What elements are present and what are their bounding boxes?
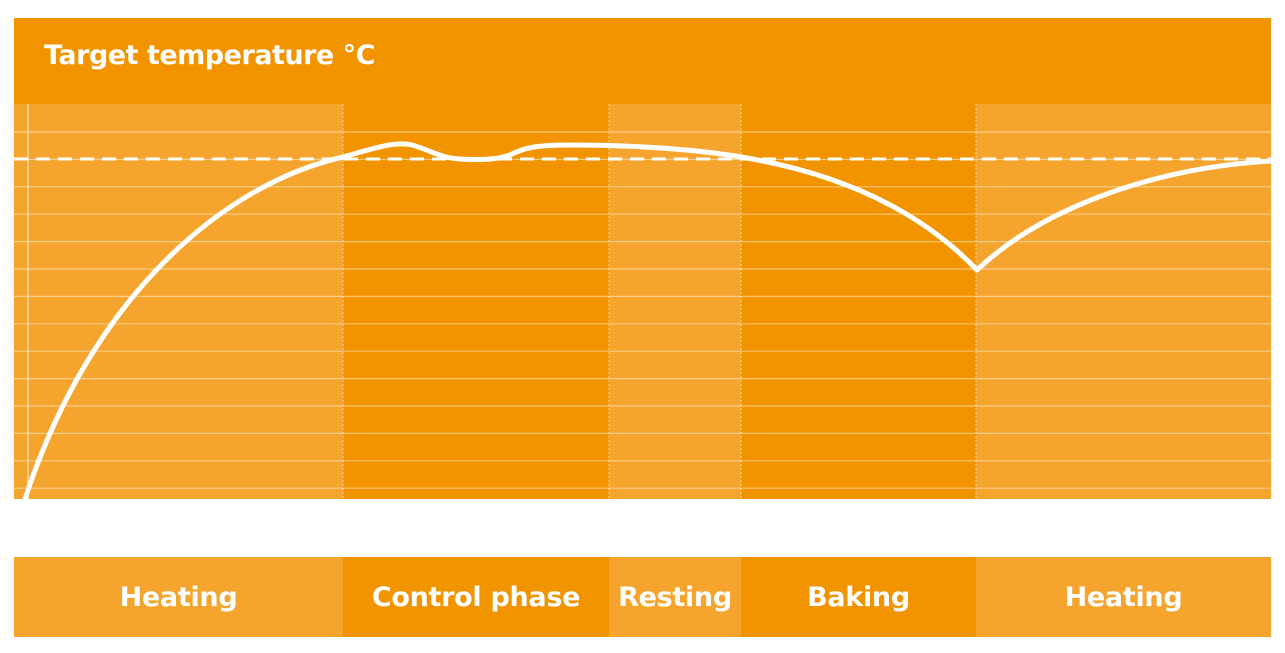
phase-band	[343, 104, 609, 499]
phase-bands	[14, 104, 1271, 499]
phase-band	[609, 104, 741, 499]
phase-label-heating-2: Heating	[976, 557, 1271, 637]
temperature-curve	[22, 141, 1274, 502]
phase-band	[741, 104, 976, 499]
chart-header: Target temperature °C	[14, 18, 1271, 104]
phase-band	[14, 104, 343, 499]
phase-label-baking: Baking	[741, 557, 976, 637]
phase-label-control-phase: Control phase	[343, 557, 609, 637]
phase-dividers	[342, 104, 977, 499]
phase-bar: Heating Control phase Resting Baking Hea…	[14, 557, 1271, 637]
phase-label-heating-1: Heating	[14, 557, 343, 637]
phase-label-resting: Resting	[609, 557, 741, 637]
chart-title: Target temperature °C	[44, 40, 375, 71]
phase-band	[976, 104, 1271, 499]
